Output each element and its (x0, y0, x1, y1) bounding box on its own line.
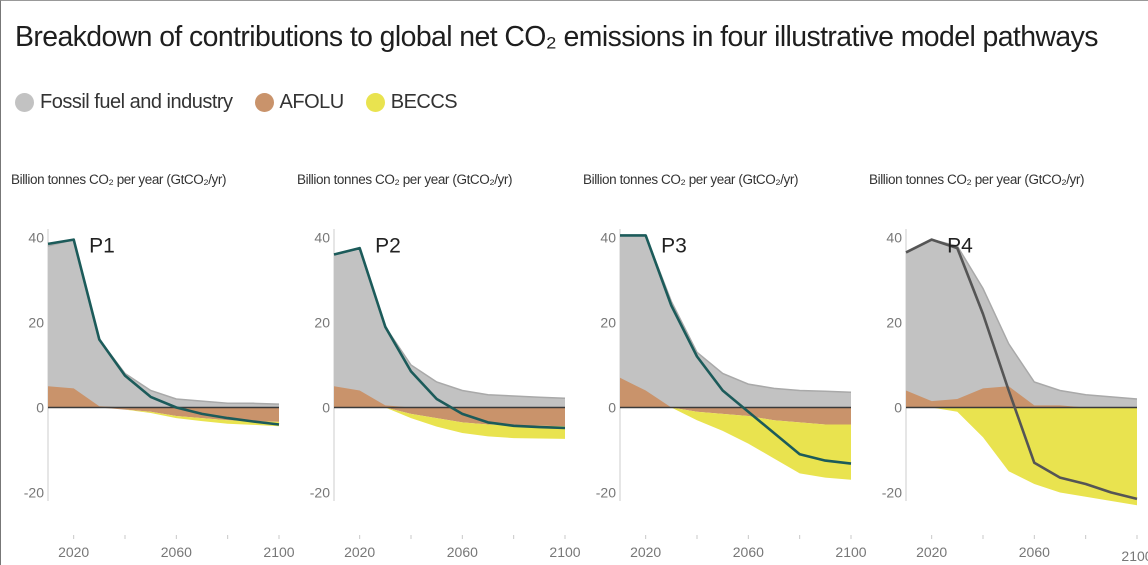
y-tick-label-p4: 40 (886, 230, 902, 246)
afolu-negative-area-p2 (334, 407, 565, 427)
legend-label-fossil: Fossil fuel and industry (40, 91, 233, 113)
y-axis-label-p3: Billion tonnes CO₂ per year (GtCO₂/yr) (583, 172, 798, 187)
y-axis-label-p2: Billion tonnes CO₂ per year (GtCO₂/yr) (297, 172, 512, 187)
y-tick-label-p3: 0 (608, 400, 616, 416)
legend: Fossil fuel and industry AFOLU BECCS (15, 91, 479, 114)
chart-title: Breakdown of contributions to global net… (15, 21, 1098, 53)
panel-label-p1: P1 (89, 234, 115, 257)
x-tick-label-p1: 2100 (263, 544, 294, 560)
beccs-area-p3 (620, 407, 851, 480)
panel-label-p2: P2 (375, 234, 401, 257)
legend-swatch-afolu (254, 93, 274, 112)
chart-svg-p1: Billion tonnes CO₂ per year (GtCO₂/yr) 40… (11, 172, 295, 560)
chart-svg-p3: Billion tonnes CO₂ per year (GtCO₂/yr) 40… (583, 172, 867, 560)
y-tick-label-p2: 0 (322, 400, 330, 416)
x-tick-label-p2: 2100 (549, 544, 580, 560)
chart-panel-p1: Billion tonnes CO₂ per year (GtCO₂/yr) 40… (11, 171, 296, 561)
afolu-positive-area-p3 (620, 377, 851, 408)
x-tick-label-p4: 2020 (916, 544, 947, 560)
net-emissions-line-p3 (620, 234, 852, 465)
beccs-area-p1 (48, 407, 279, 427)
legend-swatch-beccs (365, 93, 385, 112)
afolu-positive-area-p1 (48, 386, 279, 408)
net-emissions-line-p1 (47, 238, 280, 426)
legend-item-afolu: AFOLU (254, 91, 345, 114)
y-tick-label-p1: 0 (36, 400, 44, 416)
fossil-area-p1 (48, 239, 279, 408)
beccs-area-p2 (334, 407, 565, 439)
chart-panel-p3: Billion tonnes CO₂ per year (GtCO₂/yr) 40… (583, 171, 868, 561)
chart-svg-p4: Billion tonnes CO₂ per year (GtCO₂/yr) 40… (869, 172, 1148, 564)
fossil-area-p3 (620, 235, 851, 408)
legend-swatch-fossil (15, 93, 34, 112)
afolu-negative-area-p3 (620, 407, 851, 425)
legend-label-afolu: AFOLU (279, 91, 345, 113)
legend-item-beccs: BECCS (365, 91, 458, 114)
afolu-positive-area-p2 (334, 386, 565, 408)
y-tick-label-p4: 20 (886, 315, 902, 331)
y-tick-label-p3: 20 (600, 315, 616, 331)
net-emissions-line-p2 (333, 246, 566, 430)
chart-panel-p4: Billion tonnes CO₂ per year (GtCO₂/yr) 40… (869, 171, 1148, 564)
net-emissions-line-p4 (905, 238, 1138, 501)
panel-label-p3: P3 (661, 234, 687, 257)
y-tick-label-p3: -20 (596, 485, 616, 501)
fossil-area-p2 (334, 248, 565, 408)
x-tick-label-p4: 2060 (1019, 544, 1050, 560)
y-tick-label-p1: -20 (24, 485, 44, 501)
x-tick-label-p3: 2020 (630, 544, 661, 560)
beccs-area-p4 (906, 407, 1137, 506)
x-tick-label-p4: 2100 (1121, 548, 1148, 564)
y-tick-label-p1: 40 (28, 230, 44, 246)
panel-label-p4: P4 (947, 234, 973, 257)
x-tick-label-p1: 2060 (161, 544, 192, 560)
x-tick-label-p2: 2020 (344, 544, 375, 560)
y-axis-label-p4: Billion tonnes CO₂ per year (GtCO₂/yr) (869, 172, 1084, 187)
legend-item-fossil: Fossil fuel and industry (15, 91, 233, 114)
y-tick-label-p4: 0 (894, 400, 902, 416)
chart-svg-p2: Billion tonnes CO₂ per year (GtCO₂/yr) 40… (297, 172, 581, 560)
y-axis-label-p1: Billion tonnes CO₂ per year (GtCO₂/yr) (11, 172, 226, 187)
x-tick-label-p2: 2060 (447, 544, 478, 560)
x-tick-label-p1: 2020 (58, 544, 89, 560)
legend-label-beccs: BECCS (390, 91, 458, 113)
fossil-area-p4 (906, 239, 1137, 408)
y-tick-label-p4: -20 (882, 485, 902, 501)
x-tick-label-p3: 2100 (835, 544, 866, 560)
y-tick-label-p1: 20 (28, 315, 44, 331)
y-tick-label-p2: -20 (310, 485, 330, 501)
afolu-positive-area-p4 (906, 386, 1137, 408)
y-tick-label-p2: 20 (314, 315, 330, 331)
y-tick-label-p2: 40 (314, 230, 330, 246)
chart-panel-p2: Billion tonnes CO₂ per year (GtCO₂/yr) 40… (297, 171, 582, 561)
x-tick-label-p3: 2060 (733, 544, 764, 560)
y-tick-label-p3: 40 (600, 230, 616, 246)
